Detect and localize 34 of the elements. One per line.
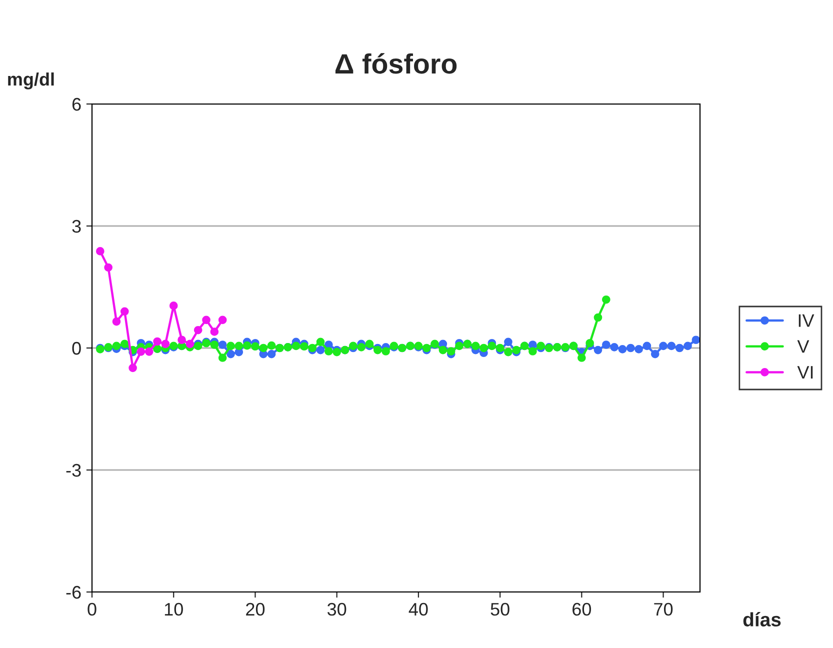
x-axis-title: días bbox=[743, 612, 781, 626]
point bbox=[202, 316, 210, 324]
point bbox=[169, 302, 178, 310]
point bbox=[178, 336, 186, 344]
y-axis-title: mg/dl bbox=[8, 72, 54, 90]
x-tick-label: 20 bbox=[246, 602, 265, 616]
point bbox=[112, 317, 121, 326]
point bbox=[210, 328, 219, 336]
x-tick-label: 60 bbox=[572, 602, 591, 616]
legend-label: V bbox=[797, 340, 810, 353]
legend-label: VI bbox=[797, 366, 813, 379]
y-tick-label: 3 bbox=[72, 220, 81, 233]
point bbox=[136, 347, 146, 356]
x-tick-label: 50 bbox=[490, 602, 510, 616]
point bbox=[161, 340, 170, 348]
x-tick-label: 10 bbox=[164, 602, 183, 616]
point bbox=[96, 247, 104, 256]
point bbox=[194, 326, 202, 334]
point bbox=[120, 307, 129, 316]
point bbox=[128, 364, 137, 372]
x-tick-label: 70 bbox=[654, 602, 673, 616]
x-tick-label: 40 bbox=[408, 602, 428, 616]
x-tick-label: 30 bbox=[327, 602, 346, 616]
y-tick-label: 6 bbox=[72, 98, 81, 111]
point bbox=[104, 263, 112, 272]
chart-title: Δ fósforo bbox=[335, 53, 457, 74]
y-tick-label: -3 bbox=[66, 464, 81, 477]
point bbox=[153, 337, 162, 346]
point bbox=[144, 347, 154, 356]
y-tick-label: -6 bbox=[66, 586, 81, 599]
legend-label: IV bbox=[798, 314, 814, 327]
point bbox=[218, 316, 227, 324]
y-tick-label: 0 bbox=[72, 342, 81, 355]
x-tick-label: 0 bbox=[88, 602, 96, 616]
